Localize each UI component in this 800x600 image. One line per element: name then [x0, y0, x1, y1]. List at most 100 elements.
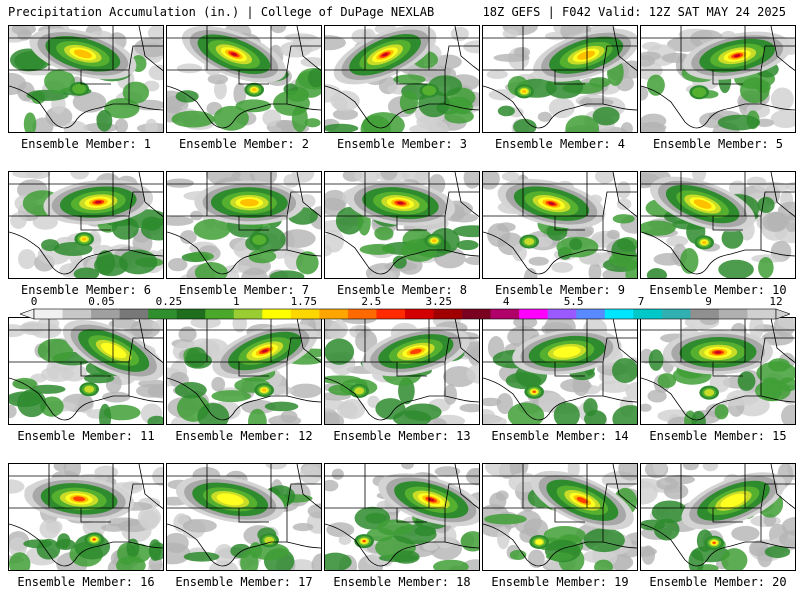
page-title: Precipitation Accumulation (in.) | Colle…: [8, 5, 435, 19]
colorbar-segment: [34, 309, 63, 319]
ensemble-member-map: [166, 25, 322, 133]
ensemble-member-label: Ensemble Member: 5: [652, 137, 784, 151]
ensemble-member-label: Ensemble Member: 20: [649, 575, 787, 589]
precip-map: [167, 464, 321, 570]
colorbar-segment: [661, 309, 691, 319]
colorbar-tick-label: 4: [502, 295, 510, 308]
colorbar-segment: [718, 309, 748, 319]
colorbar-tick-label: 0: [30, 295, 38, 308]
ensemble-member-map: [482, 463, 638, 571]
colorbar-tick-label: 0.05: [88, 295, 115, 308]
ensemble-member-map: [640, 317, 796, 425]
colorbar-segment: [62, 309, 92, 319]
colorbar-tick-label: 1: [233, 295, 240, 308]
precip-map: [641, 318, 795, 424]
colorbar-segment: [347, 309, 377, 319]
precip-map: [9, 172, 163, 278]
colorbar-tick-label: 0.25: [155, 295, 183, 308]
valid-time-label: 18Z GEFS | F042 Valid: 12Z SAT MAY 24 20…: [482, 5, 786, 19]
ensemble-member-label: Ensemble Member: 17: [175, 575, 313, 589]
ensemble-member-label: Ensemble Member: 16: [17, 575, 155, 589]
colorbar-segment: [462, 309, 491, 319]
colorbar-segment: [119, 309, 149, 319]
ensemble-member-map: [482, 171, 638, 279]
ensemble-member-label: Ensemble Member: 12: [175, 429, 313, 443]
ensemble-member-map: [8, 463, 164, 571]
ensemble-member-label: Ensemble Member: 13: [333, 429, 471, 443]
ensemble-member-map: [324, 171, 480, 279]
precip-map: [9, 318, 163, 424]
colorbar-segment: [290, 309, 320, 319]
colorbar-segment: [604, 309, 634, 319]
ensemble-member-map: [482, 317, 638, 425]
ensemble-member-label: Ensemble Member: 1: [20, 137, 152, 151]
ensemble-member-label: Ensemble Member: 7: [178, 283, 310, 297]
colorbar-segment: [490, 309, 520, 319]
ensemble-member-label: Ensemble Member: 3: [336, 137, 468, 151]
ensemble-member-map: [640, 25, 796, 133]
precip-map: [641, 172, 795, 278]
ensemble-member-map: [324, 25, 480, 133]
colorbar-tick-label: 2.5: [361, 295, 382, 308]
colorbar-segment: [233, 309, 263, 319]
precip-map: [9, 464, 163, 570]
colorbar-tick-label: 5.5: [563, 295, 584, 308]
ensemble-member-map: [640, 463, 796, 571]
colorbar-segment: [747, 309, 777, 319]
colorbar-tick-label: 7: [637, 295, 645, 308]
colorbar-segment: [547, 309, 577, 319]
precip-map: [9, 26, 163, 132]
colorbar-segment: [262, 309, 292, 319]
ensemble-member-map: [324, 463, 480, 571]
ensemble-member-label: Ensemble Member: 8: [336, 283, 468, 297]
ensemble-member-map: [324, 317, 480, 425]
colorbar-segment: [690, 309, 720, 319]
precip-map: [167, 26, 321, 132]
colorbar-segment: [205, 309, 235, 319]
ensemble-member-map: [166, 317, 322, 425]
precip-map: [325, 318, 479, 424]
ensemble-member-map: [640, 171, 796, 279]
colorbar-segment: [319, 309, 349, 319]
precip-map: [325, 464, 479, 570]
colorbar-tick-label: 12: [769, 295, 783, 308]
ensemble-member-label: Ensemble Member: 9: [494, 283, 626, 297]
ensemble-member-label: Ensemble Member: 6: [20, 283, 152, 297]
ensemble-member-label: Ensemble Member: 14: [491, 429, 629, 443]
ensemble-member-map: [482, 25, 638, 133]
colorbar-right-tip: [775, 308, 790, 320]
ensemble-member-label: Ensemble Member: 4: [494, 137, 626, 151]
colorbar-segment: [148, 309, 177, 319]
colorbar: 0 0.05 0.25 1 1.75 2.5 3.25 4 5.5 7 9 12: [20, 296, 790, 320]
ensemble-member-label: Ensemble Member: 15: [649, 429, 787, 443]
precip-map: [325, 172, 479, 278]
precip-map: [483, 464, 637, 570]
colorbar-segment: [176, 309, 206, 319]
colorbar-tick-label: 1.75: [290, 295, 318, 308]
precip-map: [483, 318, 637, 424]
colorbar-segment: [519, 309, 548, 319]
ensemble-member-map: [8, 317, 164, 425]
precip-map: [325, 26, 479, 132]
ensemble-member-label: Ensemble Member: 11: [17, 429, 155, 443]
colorbar-left-tip: [20, 308, 35, 320]
colorbar-labels: 0 0.05 0.25 1 1.75 2.5 3.25 4 5.5 7 9 12: [20, 296, 790, 308]
colorbar-tick-label: 3.25: [425, 295, 452, 308]
colorbar-segment: [576, 309, 606, 319]
colorbar-segment: [633, 309, 663, 319]
ensemble-member-label: Ensemble Member: 10: [649, 283, 787, 297]
colorbar-segment: [91, 309, 120, 319]
ensemble-member-label: Ensemble Member: 19: [491, 575, 629, 589]
precip-map: [641, 26, 795, 132]
ensemble-member-map: [166, 463, 322, 571]
precip-map: [483, 172, 637, 278]
ensemble-member-map: [166, 171, 322, 279]
ensemble-member-label: Ensemble Member: 2: [178, 137, 310, 151]
ensemble-member-label: Ensemble Member: 18: [333, 575, 471, 589]
colorbar-segment: [405, 309, 434, 319]
ensemble-member-map: [8, 171, 164, 279]
colorbar-tick-label: 9: [705, 295, 712, 308]
precip-map: [167, 318, 321, 424]
colorbar-scale: [20, 308, 790, 320]
